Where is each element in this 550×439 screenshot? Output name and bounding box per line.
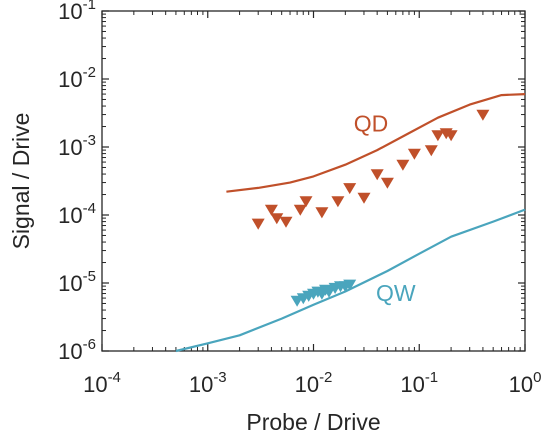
x-tick-label: 100 — [509, 369, 542, 397]
x-tick-label: 10-1 — [400, 369, 438, 397]
data-point-qd — [407, 148, 421, 160]
series-line-qd — [226, 93, 526, 193]
series-label-qw: QW — [376, 280, 416, 306]
data-point-qd — [331, 196, 345, 208]
series-layer: QD QW — [175, 93, 526, 353]
data-point-qd — [357, 192, 371, 204]
y-axis-label: Signal / Drive — [8, 113, 34, 250]
data-point-qd — [444, 130, 458, 142]
y-tick-label: 10-6 — [58, 336, 96, 364]
data-point-qw — [343, 279, 357, 291]
data-point-qd — [299, 196, 313, 208]
data-point-qd — [424, 145, 438, 157]
y-tick-label: 10-3 — [58, 132, 96, 160]
y-tick-label: 10-5 — [58, 268, 96, 296]
y-tick-label: 10-2 — [58, 64, 96, 92]
data-point-qd — [370, 169, 384, 181]
series-label-qd: QD — [354, 110, 389, 136]
ticks: 10-4 10-3 10-2 10-1 100 10-6 10-5 10-4 10-3 10-2 1… — [58, 0, 541, 397]
data-point-qd — [396, 159, 410, 171]
data-point-qd — [315, 207, 329, 219]
y-tick-label: 10-1 — [58, 0, 96, 24]
x-tick-label: 10-3 — [189, 369, 227, 397]
data-point-qd — [264, 204, 278, 216]
x-tick-label: 10-4 — [83, 369, 121, 397]
data-point-qd — [431, 130, 445, 142]
y-tick-label: 10-4 — [58, 200, 96, 228]
data-point-qd — [380, 177, 394, 189]
axes — [101, 10, 526, 352]
x-tick-label: 10-2 — [295, 369, 333, 397]
data-point-qd — [476, 109, 490, 121]
data-point-qd — [293, 204, 307, 216]
x-axis-label: Probe / Drive — [246, 409, 380, 435]
data-point-qd — [251, 218, 265, 230]
data-point-qd — [279, 216, 293, 228]
plot-frame — [101, 10, 526, 352]
data-point-qd — [270, 213, 284, 225]
data-point-qw — [322, 286, 336, 298]
data-point-qd — [343, 183, 357, 195]
